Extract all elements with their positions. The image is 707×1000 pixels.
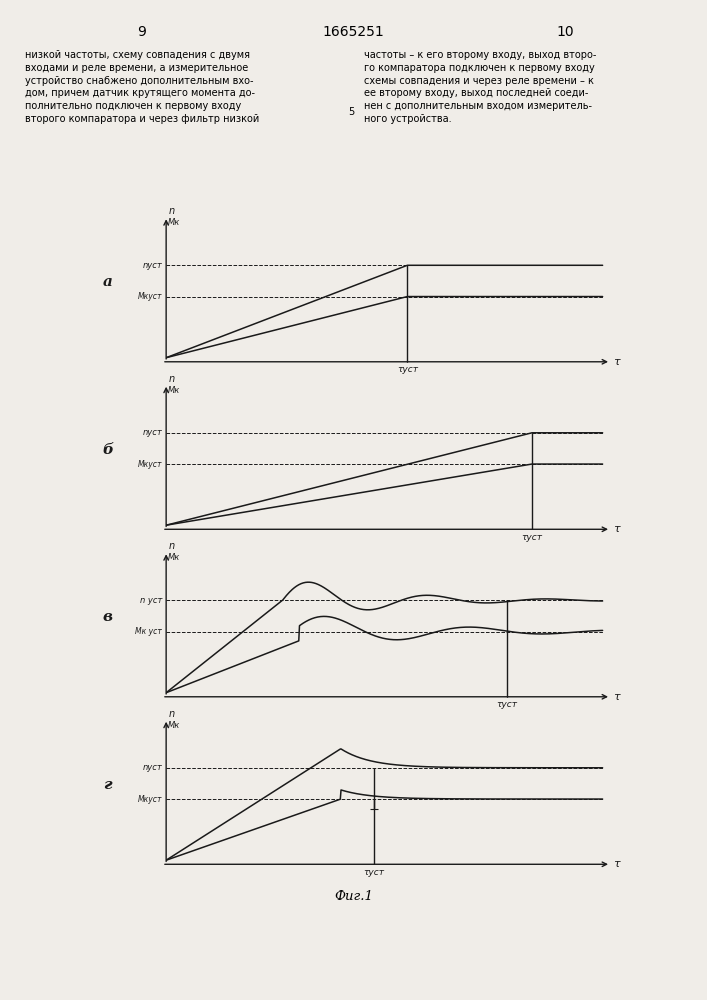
Text: в: в — [103, 610, 113, 624]
Text: Mк: Mк — [168, 386, 180, 395]
Text: n: n — [168, 709, 175, 719]
Text: $\tau$: $\tau$ — [613, 357, 621, 367]
Text: 9: 9 — [137, 25, 146, 39]
Text: n уст: n уст — [139, 596, 162, 605]
Text: τуст: τуст — [363, 868, 385, 877]
Text: 1665251: 1665251 — [322, 25, 385, 39]
Text: nуст: nуст — [142, 763, 162, 772]
Text: n: n — [168, 374, 175, 384]
Text: 5: 5 — [349, 107, 354, 117]
Text: $\tau$: $\tau$ — [613, 524, 621, 534]
Text: г: г — [103, 778, 112, 792]
Text: 10: 10 — [557, 25, 574, 39]
Text: частоты – к его второму входу, выход второ-
го компаратора подключен к первому в: частоты – к его второму входу, выход вто… — [364, 50, 597, 124]
Text: τуст: τуст — [397, 365, 418, 374]
Text: низкой частоты, схему совпадения с двумя
входами и реле времени, а измерительное: низкой частоты, схему совпадения с двумя… — [25, 50, 259, 124]
Text: Mк: Mк — [168, 721, 180, 730]
Text: Mкуст: Mкуст — [137, 460, 162, 469]
Text: nуст: nуст — [142, 261, 162, 270]
Text: Фиг.1: Фиг.1 — [334, 890, 373, 903]
Text: τуст: τуст — [522, 533, 542, 542]
Text: Mк: Mк — [168, 553, 180, 562]
Text: τуст: τуст — [496, 700, 518, 709]
Text: Mк уст: Mк уст — [135, 627, 162, 636]
Text: а: а — [103, 275, 112, 289]
Text: Mкуст: Mкуст — [137, 292, 162, 301]
Text: n: n — [168, 541, 175, 551]
Text: $\tau$: $\tau$ — [613, 692, 621, 702]
Text: $\tau$: $\tau$ — [613, 859, 621, 869]
Text: Mкуст: Mкуст — [137, 795, 162, 804]
Text: Mк: Mк — [168, 218, 180, 227]
Text: n: n — [168, 206, 175, 216]
Text: nуст: nуст — [142, 428, 162, 437]
Text: б: б — [103, 443, 113, 457]
